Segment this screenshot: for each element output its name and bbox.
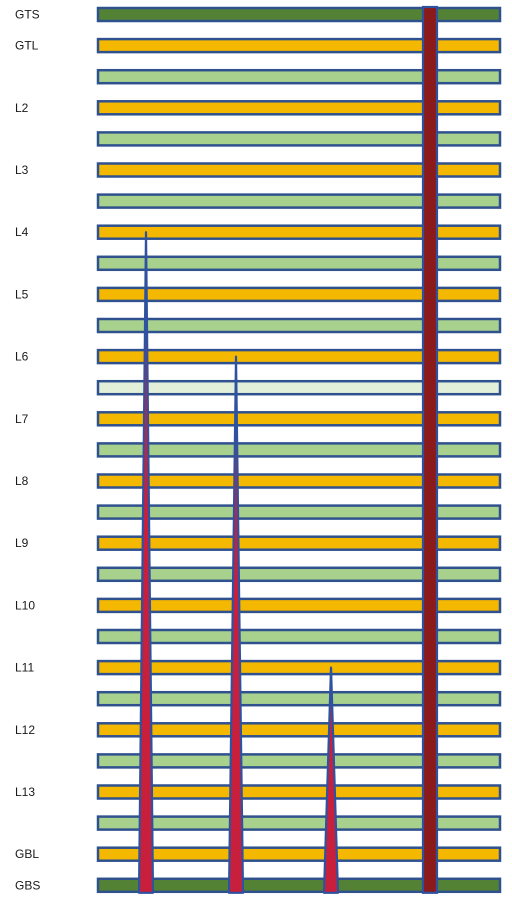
dielectric-bar-26 <box>96 815 502 831</box>
layer-bar-l7 <box>96 411 502 427</box>
via-l4-to-gbs <box>137 231 155 894</box>
layer-label-l12: L12 <box>15 723 35 737</box>
layer-label-gbs: GBS <box>15 878 40 892</box>
layer-label-l9: L9 <box>15 536 29 550</box>
dielectric-bar-20 <box>96 628 502 645</box>
layer-label-l5: L5 <box>15 287 29 301</box>
layer-bar-l4 <box>96 224 502 240</box>
layer-bar-l5 <box>96 286 502 303</box>
layer-bar-l12 <box>96 722 502 738</box>
dielectric-bar-4 <box>96 131 502 147</box>
dielectric-bar-18 <box>96 566 502 583</box>
via-l6-to-gbs <box>227 355 245 894</box>
layer-label-gtl: GTL <box>15 39 39 53</box>
dielectric-bar-2 <box>96 68 502 85</box>
layer-label-l10: L10 <box>15 598 35 612</box>
layer-bar-l3 <box>96 162 502 178</box>
layer-bars <box>96 6 502 894</box>
layer-label-l2: L2 <box>15 101 29 115</box>
layer-bar-l8 <box>96 473 502 489</box>
layer-bar-gbs <box>96 877 502 894</box>
layer-bar-l11 <box>96 659 502 676</box>
layer-bar-l2 <box>96 100 502 116</box>
layer-bar-l13 <box>96 784 502 800</box>
layer-label-l7: L7 <box>15 412 29 426</box>
layer-bar-l10 <box>96 597 502 614</box>
dielectric-bar-10 <box>96 317 502 334</box>
vias <box>137 5 439 894</box>
layer-bar-gtl <box>96 37 502 54</box>
dielectric-bar-6 <box>96 193 502 209</box>
via-gts-to-gbs <box>421 5 439 894</box>
dielectric-bar-14 <box>96 442 502 458</box>
dielectric-bar-16 <box>96 504 502 520</box>
dielectric-bar-8 <box>96 255 502 272</box>
layer-label-l4: L4 <box>15 225 29 239</box>
layer-label-l13: L13 <box>15 785 35 799</box>
dielectric-bar-12 <box>96 379 502 396</box>
layer-label-gbl: GBL <box>15 847 39 861</box>
via-l11-to-gbs <box>322 666 340 894</box>
layer-bar-gts <box>96 6 502 23</box>
layer-label-l8: L8 <box>15 474 29 488</box>
layer-labels: GTS GTL L2 L3 L4 L5 L6 L7 L8 L9 L10 L11 L12 L13 GBL GBS <box>15 8 40 893</box>
layer-bar-gbl <box>96 846 502 862</box>
layer-label-l3: L3 <box>15 163 29 177</box>
layer-bar-l6 <box>96 348 502 365</box>
layer-label-gts: GTS <box>15 8 40 22</box>
dielectric-bar-24 <box>96 753 502 769</box>
layer-bar-l9 <box>96 535 502 551</box>
layer-label-l6: L6 <box>15 350 29 364</box>
layer-label-l11: L11 <box>15 661 34 675</box>
dielectric-bar-22 <box>96 690 502 707</box>
